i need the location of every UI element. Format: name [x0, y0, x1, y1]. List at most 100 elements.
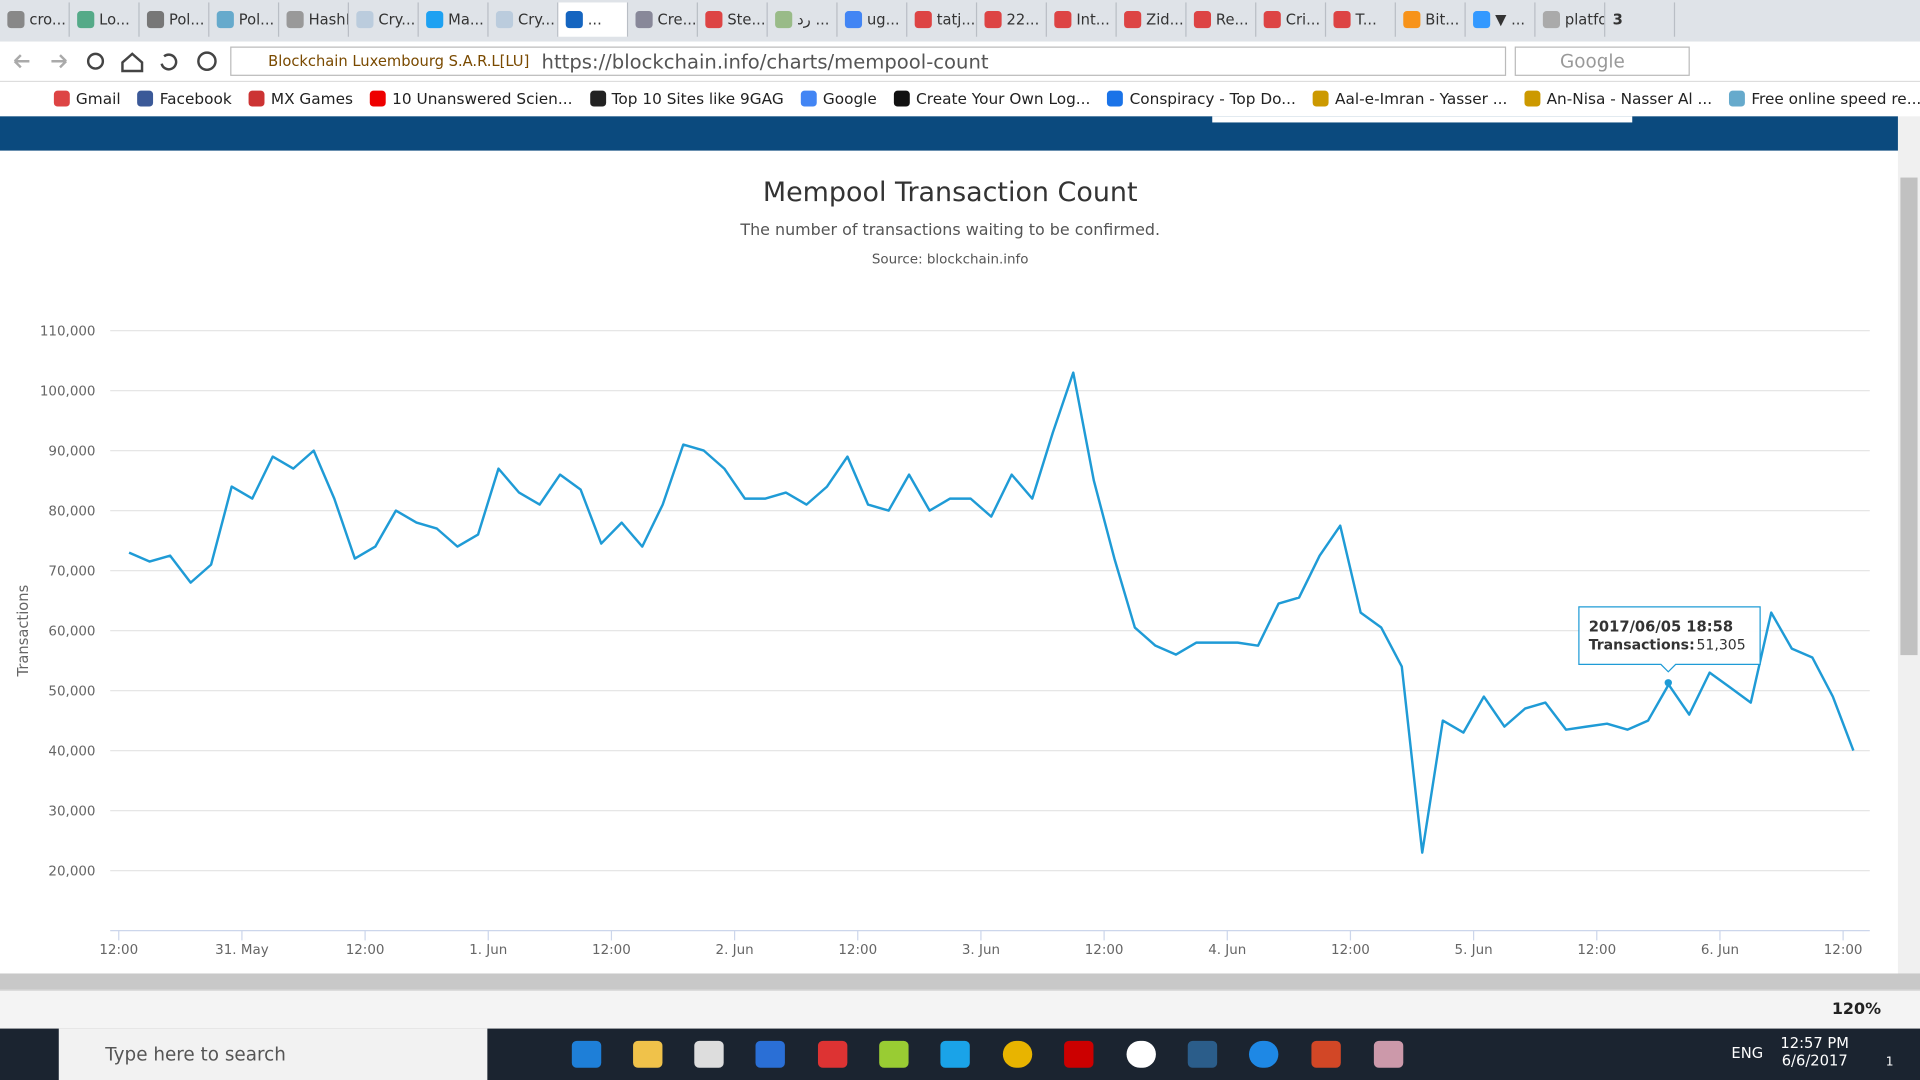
tab-title: Ste... [727, 11, 766, 29]
nav-buttons[interactable] [0, 42, 220, 81]
app-icon[interactable] [1311, 1040, 1341, 1068]
tooltip-label: Transactions: [1589, 638, 1695, 654]
zoom-level[interactable]: 120% [1831, 1000, 1882, 1019]
tab-icon [775, 11, 793, 29]
tab-icon [7, 11, 25, 29]
tab[interactable]: HashF... [279, 2, 349, 37]
tab[interactable]: Cry... [489, 2, 559, 37]
tab-icon [146, 11, 165, 29]
tab-count[interactable]: 3 [1605, 2, 1676, 37]
tab[interactable]: Zid... [1117, 2, 1187, 37]
tab[interactable]: ... [558, 2, 629, 37]
chart-source: Source: blockchain.info [872, 252, 1029, 267]
bookmark[interactable]: Free online speed re... [1729, 89, 1920, 108]
app-icon[interactable] [1248, 1040, 1279, 1068]
bookmark[interactable]: MX Games [248, 89, 353, 108]
bookmark[interactable]: Gmail [53, 89, 121, 108]
app-icon[interactable] [1126, 1040, 1156, 1068]
x-tick-label: 2. Jun [716, 943, 754, 958]
tab-icon [1193, 11, 1212, 29]
x-tick-label: 12:00 [99, 943, 138, 958]
bookmark-title: Create Your Own Log... [916, 89, 1091, 108]
tab[interactable]: Re... [1187, 2, 1257, 37]
tab[interactable]: ▼ ... [1466, 2, 1536, 37]
tab[interactable]: رد ... [768, 2, 838, 37]
tab[interactable]: 22... [977, 2, 1047, 37]
bookmark[interactable]: Google [800, 89, 877, 108]
tab[interactable]: T... [1326, 2, 1396, 37]
bookmark[interactable]: An-Nisa - Nasser Al ... [1524, 89, 1712, 108]
tab-icon [356, 11, 374, 29]
bookmark-icon [53, 90, 70, 107]
bookmark-icon [1729, 90, 1746, 107]
tab[interactable]: Int... [1047, 2, 1117, 37]
notification-count[interactable]: 1 [1885, 1055, 1894, 1069]
tab-icon [844, 11, 863, 29]
tab-icon [565, 11, 583, 29]
tab[interactable]: platfo... [1536, 2, 1606, 37]
x-tick-label: 12:00 [1577, 943, 1616, 958]
app-icon[interactable] [940, 1040, 970, 1068]
tab-icon [1054, 11, 1072, 29]
tab-icon [1263, 11, 1281, 29]
bookmark[interactable]: Aal-e-Imran - Yasser ... [1312, 89, 1507, 108]
taskbar-search[interactable]: Type here to search [58, 1028, 488, 1080]
tab-title: ug... [866, 11, 900, 29]
tab-icon [286, 11, 304, 29]
y-tick-label: 110,000 [40, 325, 96, 340]
tab-icon [914, 11, 932, 29]
bookmark-icon [137, 90, 154, 107]
tab[interactable]: ug... [838, 2, 908, 37]
app-icon[interactable] [1187, 1040, 1218, 1068]
y-tick-label: 70,000 [48, 565, 95, 580]
app-icon[interactable] [755, 1040, 785, 1068]
header-input [1212, 116, 1633, 123]
tab[interactable]: Ma... [419, 2, 489, 37]
app-icon[interactable] [817, 1040, 848, 1068]
tab[interactable]: Ste... [698, 2, 768, 37]
x-tick-label: 3. Jun [962, 943, 1000, 958]
horizontal-scrollbar[interactable] [0, 973, 1920, 990]
tooltip-value: 51,305 [1696, 638, 1745, 654]
app-icon[interactable] [633, 1040, 663, 1068]
app-icon[interactable] [1002, 1040, 1033, 1068]
bookmark[interactable]: Top 10 Sites like 9GAG [589, 89, 784, 108]
language[interactable]: ENG [1731, 1044, 1764, 1062]
tab[interactable]: Cre... [628, 2, 698, 37]
y-axis-label: Transactions [15, 585, 32, 678]
tab[interactable]: tatj... [907, 2, 978, 37]
clock[interactable]: 12:57 PM 6/6/2017 [1778, 1035, 1851, 1069]
tab[interactable]: cro... [0, 2, 70, 37]
url: https://blockchain.info/charts/mempool-c… [541, 49, 989, 73]
bookmark[interactable]: 10 Unanswered Scien... [370, 89, 572, 108]
x-tick-label: 12:00 [1085, 943, 1124, 958]
app-icon[interactable] [571, 1040, 602, 1068]
app-icon[interactable] [1064, 1040, 1094, 1068]
tab-icon [1473, 11, 1491, 29]
tab-icon [1124, 11, 1142, 29]
tab-icon [635, 11, 653, 29]
tab[interactable]: Pol... [209, 2, 280, 37]
tab-title: ... [587, 11, 602, 29]
tab[interactable]: Pol... [140, 2, 210, 37]
tab-icon [1333, 11, 1351, 29]
address-bar[interactable]: Blockchain Luxembourg S.A.R.L[LU] https:… [230, 46, 1507, 76]
tab[interactable]: Cry... [349, 2, 419, 37]
tab-title: Re... [1215, 11, 1249, 29]
app-icon[interactable] [879, 1040, 909, 1068]
bookmark[interactable]: Create Your Own Log... [894, 89, 1091, 108]
tab-title: Cry... [517, 11, 555, 29]
tab-title: HashF... [308, 11, 348, 29]
tab-title: Bit... [1425, 11, 1460, 29]
app-icon[interactable] [1373, 1040, 1404, 1068]
bookmark[interactable]: Facebook [137, 89, 232, 108]
bookmark[interactable]: Conspiracy - Top Do... [1107, 89, 1296, 108]
app-icon[interactable] [694, 1040, 724, 1068]
bookmark-title: Gmail [75, 89, 121, 108]
tab[interactable]: Lo... [70, 2, 140, 37]
scroll-thumb[interactable] [1900, 177, 1918, 656]
search-box[interactable]: Google [1514, 46, 1690, 76]
tab[interactable]: Cri... [1256, 2, 1327, 37]
tab[interactable]: Bit... [1396, 2, 1466, 37]
